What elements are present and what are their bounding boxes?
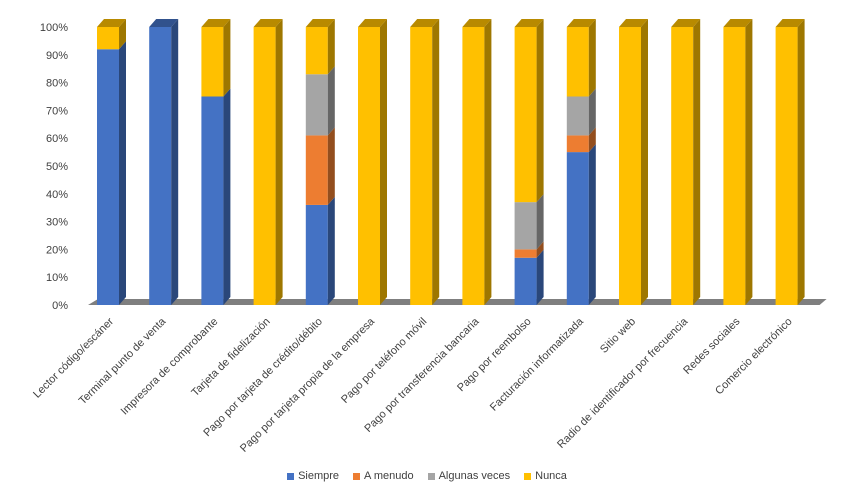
bar-8-series-3 xyxy=(514,27,537,203)
bar-top-7 xyxy=(462,19,492,27)
bar-top-10 xyxy=(619,19,648,27)
legend-item-nunca: Nunca xyxy=(524,470,567,482)
bar-top-12 xyxy=(723,19,753,27)
legend-label-a-menudo: A menudo xyxy=(364,470,414,482)
bar-side-3-series-3 xyxy=(275,19,283,305)
legend-swatch-algunas-veces xyxy=(427,472,435,480)
bar-top-0 xyxy=(97,19,126,27)
legend-swatch-a-menudo xyxy=(353,472,361,480)
bar-7-series-3 xyxy=(462,27,485,305)
x-tick-label: Impresora de comprobante xyxy=(119,316,221,418)
bar-side-4-series-1 xyxy=(327,127,335,205)
bar-side-6-series-3 xyxy=(432,19,440,305)
y-tick-label: 100% xyxy=(40,22,68,34)
bar-top-11 xyxy=(671,19,701,27)
legend-item-a-menudo: A menudo xyxy=(353,470,414,482)
bar-side-8-series-3 xyxy=(536,19,544,203)
legend-label-nunca: Nunca xyxy=(535,470,567,482)
bar-10-series-3 xyxy=(619,27,641,305)
bar-5-series-3 xyxy=(358,27,380,305)
bar-4-series-2 xyxy=(305,74,328,136)
chart-legend: Siempre A menudo Algunas veces Nunca xyxy=(0,470,854,482)
bar-9-series-2 xyxy=(566,96,589,136)
x-tick-label: Sitio web xyxy=(598,316,638,356)
bar-13-series-3 xyxy=(775,27,798,305)
bar-4-series-3 xyxy=(305,27,328,75)
bar-2-series-3 xyxy=(201,27,224,97)
x-tick-label: Pago por teléfono móvil xyxy=(339,316,429,406)
bar-0-series-3 xyxy=(97,27,119,50)
bar-side-13-series-3 xyxy=(797,19,805,305)
x-tick-label: Pago por transferencia bancaria xyxy=(362,315,482,435)
bar-side-10-series-3 xyxy=(641,19,648,305)
bar-side-8-series-2 xyxy=(536,194,544,250)
y-tick-label: 0% xyxy=(52,300,68,312)
bar-side-9-series-0 xyxy=(588,144,596,305)
y-tick-label: 50% xyxy=(46,161,68,173)
bar-side-11-series-3 xyxy=(693,19,701,305)
y-tick-label: 70% xyxy=(46,105,68,117)
x-tick-label: Terminal punto de venta xyxy=(77,315,169,407)
bar-top-9 xyxy=(566,19,596,27)
bar-6-series-3 xyxy=(410,27,433,305)
bar-3-series-3 xyxy=(253,27,276,305)
bar-side-12-series-3 xyxy=(745,19,753,305)
bar-9-series-0 xyxy=(566,152,589,305)
legend-item-algunas-veces: Algunas veces xyxy=(427,470,511,482)
bar-top-8 xyxy=(514,19,544,27)
legend-item-siempre: Siempre xyxy=(287,470,339,482)
bar-top-3 xyxy=(253,19,283,27)
bar-side-2-series-3 xyxy=(223,19,231,97)
bar-top-4 xyxy=(305,19,335,27)
y-tick-label: 60% xyxy=(46,133,68,145)
bar-side-9-series-3 xyxy=(588,19,596,97)
legend-label-algunas-veces: Algunas veces xyxy=(438,470,511,482)
bar-side-7-series-3 xyxy=(484,19,492,305)
bar-8-series-0 xyxy=(514,257,537,305)
bar-side-4-series-2 xyxy=(327,66,335,136)
bar-top-5 xyxy=(358,19,387,27)
bar-1-series-0 xyxy=(149,27,172,305)
x-tick-label: Facturación informatizada xyxy=(488,315,587,414)
bar-11-series-3 xyxy=(671,27,694,305)
bar-2-series-0 xyxy=(201,96,224,305)
y-tick-label: 10% xyxy=(46,272,68,284)
y-tick-label: 20% xyxy=(46,244,68,256)
bar-8-series-2 xyxy=(514,202,537,250)
legend-swatch-nunca xyxy=(524,472,532,480)
bar-side-0-series-0 xyxy=(119,41,126,306)
bar-side-2-series-0 xyxy=(223,88,231,305)
bar-4-series-0 xyxy=(305,204,328,305)
bar-side-4-series-0 xyxy=(327,196,335,305)
legend-label-siempre: Siempre xyxy=(298,470,340,482)
y-tick-label: 90% xyxy=(46,50,68,62)
bar-side-8-series-1 xyxy=(536,241,544,258)
bar-9-series-1 xyxy=(566,135,589,153)
bar-side-9-series-1 xyxy=(588,127,596,153)
legend-swatch-siempre xyxy=(287,472,295,480)
bar-0-series-0 xyxy=(97,49,119,305)
bar-side-8-series-0 xyxy=(536,249,544,305)
bar-top-2 xyxy=(201,19,231,27)
bar-top-13 xyxy=(775,19,805,27)
bar-side-9-series-2 xyxy=(588,88,596,136)
bar-9-series-3 xyxy=(566,27,589,97)
bar-side-4-series-3 xyxy=(327,19,335,75)
y-tick-label: 80% xyxy=(46,78,68,90)
chart-floor xyxy=(88,299,827,305)
y-tick-label: 30% xyxy=(46,217,68,229)
y-tick-label: 40% xyxy=(46,189,68,201)
bar-8-series-1 xyxy=(514,249,537,258)
bar-side-1-series-0 xyxy=(171,19,179,305)
bar-side-5-series-3 xyxy=(380,19,387,305)
bar-top-6 xyxy=(410,19,440,27)
bar-top-1 xyxy=(149,19,179,27)
bar-12-series-3 xyxy=(723,27,746,305)
bar-side-0-series-3 xyxy=(119,19,126,50)
bar-4-series-1 xyxy=(305,135,328,205)
